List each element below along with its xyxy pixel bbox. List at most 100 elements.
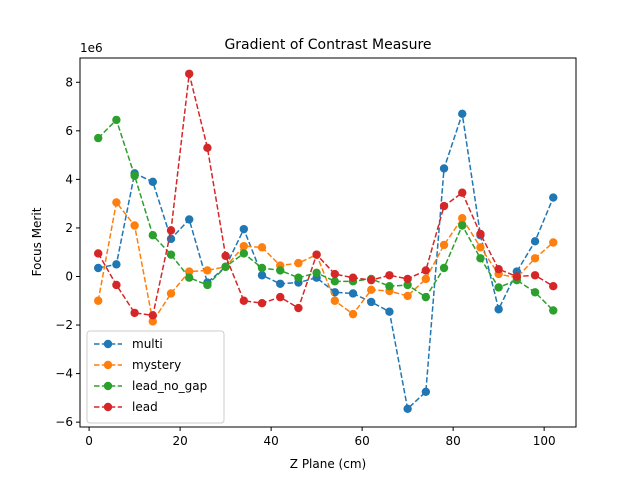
series-line-mystery [97,200,554,324]
data-point-mystery [166,289,176,298]
data-point-lead [439,201,449,211]
data-point-lead [512,272,522,281]
data-point-multi [239,224,249,234]
data-point-lead_no_gap [276,266,285,275]
data-point-lead_no_gap [148,231,158,240]
data-point-lead [221,251,230,261]
data-point-mystery [257,243,267,252]
data-point-lead [130,308,139,318]
series-line-lead_no_gap [97,118,554,312]
data-point-multi [439,164,449,173]
x-tick-label: 20 [172,434,187,448]
data-point-multi [458,109,467,119]
data-point-mystery [239,241,249,251]
series-line-lead [97,73,554,317]
x-tick-label: 0 [85,434,93,448]
data-point-mystery [439,240,449,250]
legend-label-lead_no_gap: lead_no_gap [132,379,207,393]
data-layer [94,69,558,413]
legend-marker-mystery [103,360,113,370]
y-tick-label: −2 [55,318,73,332]
plot-frame [79,57,577,428]
y-axis-label: Focus Merit [30,207,44,276]
data-point-lead_no_gap [421,292,431,302]
data-point-mystery [330,296,340,305]
data-point-lead_no_gap [257,263,267,273]
x-axis-label: Z Plane (cm) [290,457,366,471]
data-point-multi [367,297,376,307]
data-point-mystery [476,243,485,252]
x-tick-label: 80 [445,434,460,448]
data-point-lead [94,249,103,258]
data-point-lead [148,311,158,320]
data-point-lead_no_gap [221,262,230,271]
data-point-multi [94,263,103,273]
data-point-lead_no_gap [494,283,503,292]
data-point-multi [112,260,121,269]
data-point-lead [312,250,321,259]
data-point-lead [276,292,285,302]
data-point-mystery [530,254,540,263]
data-point-lead [185,69,194,78]
legend-label-lead: lead [132,400,158,414]
data-point-lead [458,188,467,197]
data-point-mystery [294,258,303,268]
data-point-multi [421,387,431,396]
data-point-multi [185,215,194,224]
series-line-multi [98,113,554,411]
data-point-multi [549,193,558,202]
data-point-multi [385,307,394,316]
y-tick-label: 2 [65,221,73,235]
data-point-lead [494,265,503,274]
data-point-lead [403,274,412,284]
y-tick-label: 4 [65,172,73,186]
data-point-lead_no_gap [439,263,449,273]
data-point-mystery [403,291,412,301]
axes-layer: 0 20 40 60 80 100 −6 −4 −2 0 2 4 6 8 [55,57,577,448]
data-point-mystery [458,214,467,223]
data-point-mystery [185,267,194,276]
chart-title: Gradient of Contrast Measure [224,37,431,53]
x-tick-label: 60 [354,434,369,448]
data-point-mystery [367,285,376,295]
y-tick-label: 8 [65,75,73,89]
data-point-lead [257,298,267,308]
legend-label-mystery: mystery [132,358,181,372]
data-point-multi [403,404,412,413]
data-point-lead [348,273,358,282]
data-point-mystery [203,266,212,275]
data-point-lead [421,266,431,275]
data-point-lead_no_gap [458,221,467,230]
data-point-multi [148,177,158,187]
data-point-mystery [549,238,558,247]
data-point-lead_no_gap [549,306,558,315]
data-point-mystery [148,317,158,326]
y-offset-label: 1e6 [80,41,103,55]
y-tick-label: −4 [55,367,73,381]
data-point-multi [348,289,358,298]
data-point-mystery [348,309,358,319]
data-point-lead_no_gap [130,171,139,180]
data-point-lead [530,271,540,280]
data-point-lead_no_gap [385,282,394,291]
data-point-lead_no_gap [312,268,321,278]
data-point-mystery [112,198,121,207]
data-point-lead_no_gap [476,254,485,263]
data-point-lead [367,275,376,285]
data-point-mystery [130,221,139,230]
data-point-lead [294,303,303,313]
data-point-lead [166,226,176,235]
data-point-lead_no_gap [94,133,103,143]
data-point-lead [330,269,340,279]
data-point-lead_no_gap [239,249,249,258]
data-point-lead_no_gap [530,288,540,297]
x-tick-label: 40 [263,434,278,448]
data-point-multi [494,305,503,314]
data-point-multi [276,279,285,288]
data-point-lead_no_gap [294,273,303,282]
data-point-mystery [421,274,431,284]
data-point-lead_no_gap [330,277,340,286]
data-point-lead [112,280,121,290]
